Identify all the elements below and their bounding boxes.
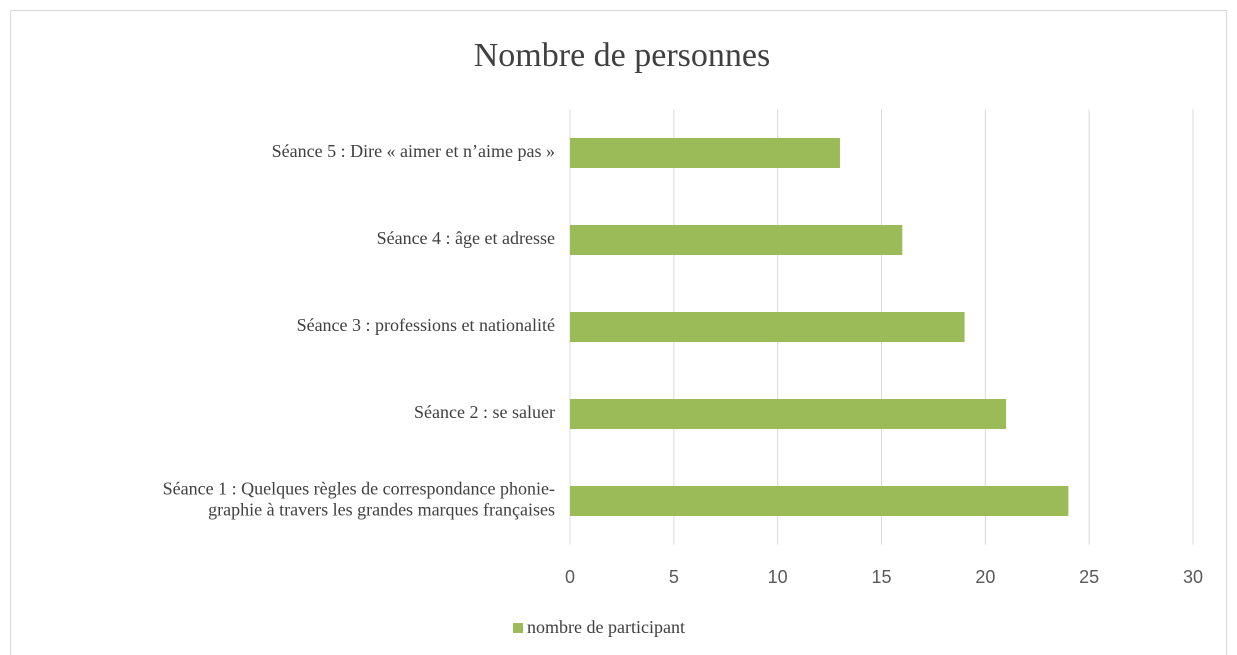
y-tick-label: Séance 3 : professions et nationalité (297, 315, 555, 335)
x-tick-label: 25 (1079, 567, 1099, 587)
y-tick-label: Séance 4 : âge et adresse (377, 228, 555, 248)
x-tick-label: 0 (565, 567, 575, 587)
bar (570, 399, 1007, 429)
x-tick-label: 15 (871, 567, 891, 587)
x-tick-label: 20 (975, 567, 995, 587)
bar (570, 225, 903, 255)
y-tick-label: Séance 2 : se saluer (414, 402, 555, 422)
bar (570, 486, 1069, 516)
chart-title: Nombre de personnes (474, 37, 770, 74)
legend-label: nombre de participant (527, 617, 685, 637)
y-tick-label: Séance 5 : Dire « aimer et n’aime pas » (272, 141, 555, 161)
x-tick-label: 30 (1183, 567, 1203, 587)
bar (570, 138, 840, 168)
x-tick-label: 5 (669, 567, 679, 587)
bar (570, 312, 965, 342)
y-tick-label: Séance 1 : Quelques règles de correspond… (163, 479, 555, 520)
legend-swatch (513, 623, 523, 633)
x-tick-label: 10 (768, 567, 788, 587)
